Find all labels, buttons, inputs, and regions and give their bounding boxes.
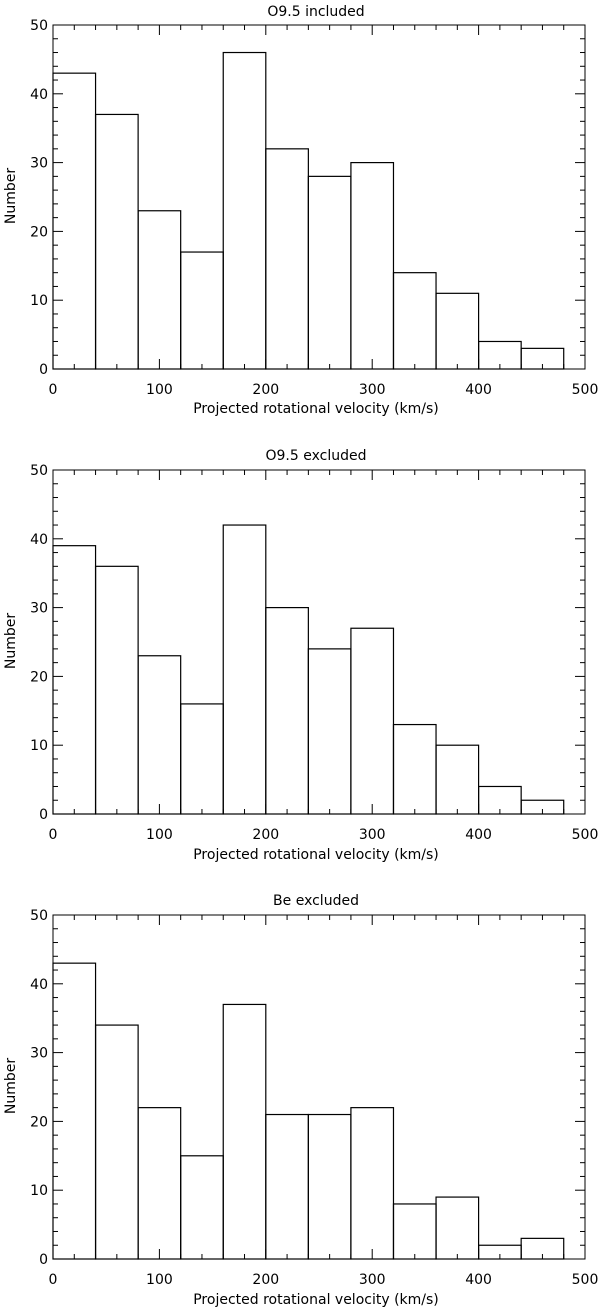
x-tick-label: 400 bbox=[465, 827, 492, 843]
y-tick-label: 30 bbox=[30, 601, 48, 617]
histogram-bar bbox=[392, 1203, 437, 1260]
x-tick-label: 0 bbox=[49, 827, 58, 843]
y-tick-label: 40 bbox=[30, 532, 48, 548]
y-tick-label: 0 bbox=[39, 1252, 48, 1268]
y-tick-label: 30 bbox=[30, 1046, 48, 1062]
chart-title: O9.5 included bbox=[267, 4, 364, 20]
histogram-bar bbox=[180, 1155, 224, 1260]
y-tick-label: 50 bbox=[30, 18, 48, 34]
chart-title: Be excluded bbox=[273, 893, 359, 909]
y-tick-label: 10 bbox=[30, 293, 48, 309]
x-tick-label: 500 bbox=[572, 1272, 599, 1288]
x-axis-label: Projected rotational velocity (km/s) bbox=[193, 401, 439, 417]
histogram-bar bbox=[137, 1107, 182, 1260]
y-tick-label: 50 bbox=[30, 908, 48, 924]
x-tick-label: 0 bbox=[49, 1272, 58, 1288]
plot-frame bbox=[52, 24, 586, 370]
histogram-bar bbox=[265, 1113, 309, 1260]
x-tick-label: 0 bbox=[49, 382, 58, 398]
histogram-panel-o95-excluded: O9.5 excluded Projected rotational veloc… bbox=[3, 448, 598, 863]
x-tick-label: 400 bbox=[465, 382, 492, 398]
histogram-bar bbox=[137, 210, 182, 370]
y-tick-label: 30 bbox=[30, 156, 48, 172]
histogram-bar bbox=[180, 703, 224, 815]
histogram-bar bbox=[137, 655, 182, 815]
x-tick-label: 100 bbox=[146, 1272, 173, 1288]
y-tick-label: 20 bbox=[30, 224, 48, 240]
histogram-bar bbox=[350, 162, 395, 370]
y-tick-label: 0 bbox=[39, 807, 48, 823]
histogram-bar bbox=[435, 1196, 480, 1260]
histogram-bar bbox=[94, 1024, 139, 1260]
histogram-bar bbox=[222, 51, 267, 370]
y-tick-label: 0 bbox=[39, 362, 48, 378]
histogram-bar bbox=[307, 1113, 352, 1260]
y-tick-label: 20 bbox=[30, 1114, 48, 1130]
x-tick-label: 400 bbox=[465, 1272, 492, 1288]
histogram-bar bbox=[265, 606, 309, 815]
histogram-bar bbox=[392, 723, 437, 815]
x-tick-label: 500 bbox=[572, 382, 599, 398]
histogram-bar bbox=[52, 962, 97, 1260]
y-tick-label: 10 bbox=[30, 1183, 48, 1199]
x-tick-label: 300 bbox=[359, 1272, 386, 1288]
x-tick-label: 100 bbox=[146, 827, 173, 843]
x-axis-label: Projected rotational velocity (km/s) bbox=[193, 1292, 439, 1307]
histogram-bar bbox=[94, 565, 139, 815]
histogram-bar bbox=[94, 113, 139, 370]
histogram-bar bbox=[350, 627, 395, 815]
x-tick-label: 200 bbox=[252, 1272, 279, 1288]
histogram-bar bbox=[307, 648, 352, 815]
x-tick-label: 300 bbox=[359, 827, 386, 843]
y-tick-label: 10 bbox=[30, 738, 48, 754]
x-axis-label: Projected rotational velocity (km/s) bbox=[193, 847, 439, 863]
histogram-bar bbox=[435, 292, 480, 370]
histogram-bar bbox=[222, 1003, 267, 1260]
histogram-bar bbox=[180, 251, 224, 370]
y-tick-label: 40 bbox=[30, 87, 48, 103]
plot-frame bbox=[52, 469, 586, 815]
histogram-bar bbox=[435, 744, 480, 815]
y-axis-label: Number bbox=[3, 613, 19, 669]
histogram-bar bbox=[222, 524, 267, 815]
histogram-bar bbox=[265, 148, 309, 370]
x-tick-label: 300 bbox=[359, 382, 386, 398]
histogram-panel-be-excluded: Be excluded Projected rotational velocit… bbox=[3, 893, 598, 1307]
histogram-bar bbox=[307, 175, 352, 370]
y-tick-label: 50 bbox=[30, 463, 48, 479]
y-tick-label: 20 bbox=[30, 669, 48, 685]
histogram-panel-o95-included: O9.5 included Projected rotational veloc… bbox=[3, 4, 598, 417]
y-axis-label: Number bbox=[3, 168, 19, 224]
y-tick-label: 40 bbox=[30, 977, 48, 993]
histogram-bar bbox=[52, 545, 97, 815]
histogram-bar bbox=[52, 72, 97, 370]
plot-frame bbox=[52, 914, 586, 1260]
histogram-bar bbox=[392, 272, 437, 370]
x-tick-label: 200 bbox=[252, 382, 279, 398]
histogram-bar bbox=[350, 1107, 395, 1260]
x-tick-label: 100 bbox=[146, 382, 173, 398]
y-axis-label: Number bbox=[3, 1058, 19, 1114]
x-tick-label: 200 bbox=[252, 827, 279, 843]
chart-title: O9.5 excluded bbox=[266, 448, 367, 464]
x-tick-label: 500 bbox=[572, 827, 599, 843]
